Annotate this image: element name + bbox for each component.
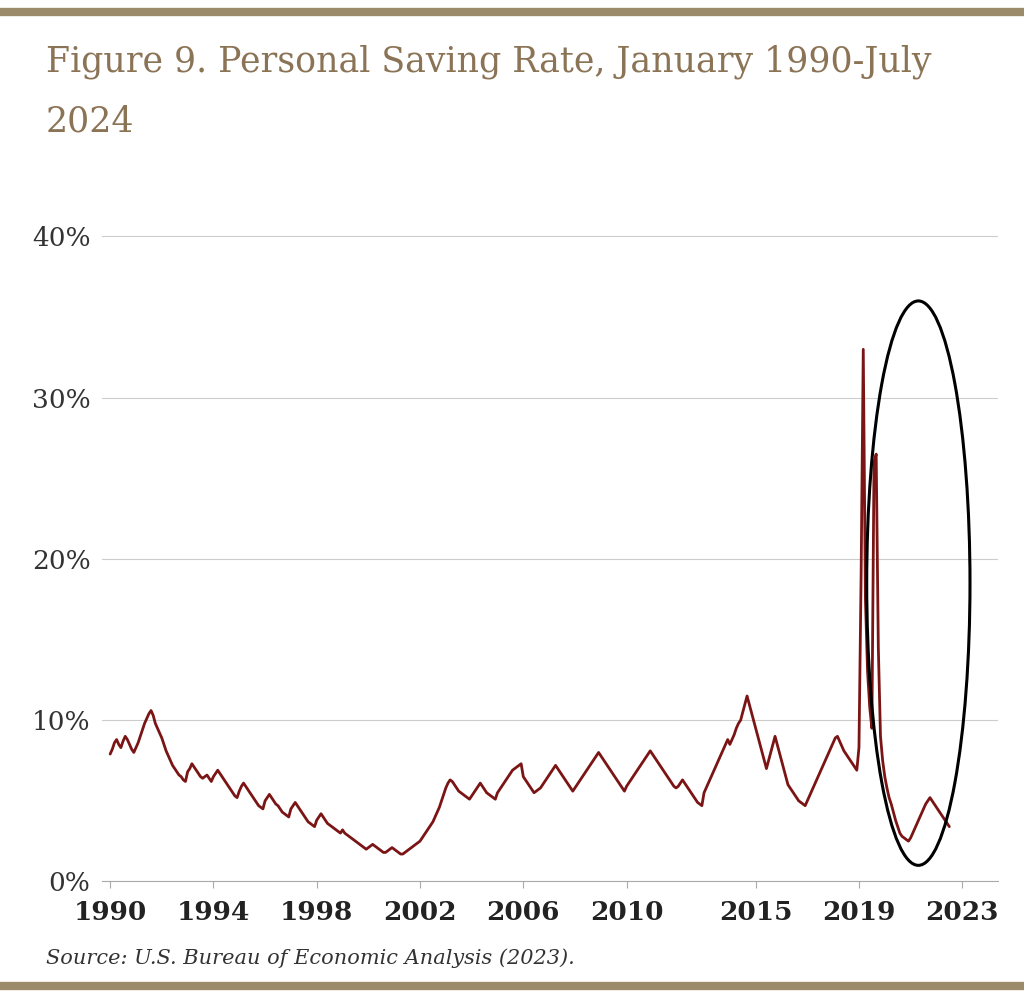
Text: Figure 9. Personal Saving Rate, January 1990-July: Figure 9. Personal Saving Rate, January … xyxy=(46,45,932,80)
Text: 2024: 2024 xyxy=(46,105,134,138)
Text: Source: U.S. Bureau of Economic Analysis (2023).: Source: U.S. Bureau of Economic Analysis… xyxy=(46,948,574,968)
